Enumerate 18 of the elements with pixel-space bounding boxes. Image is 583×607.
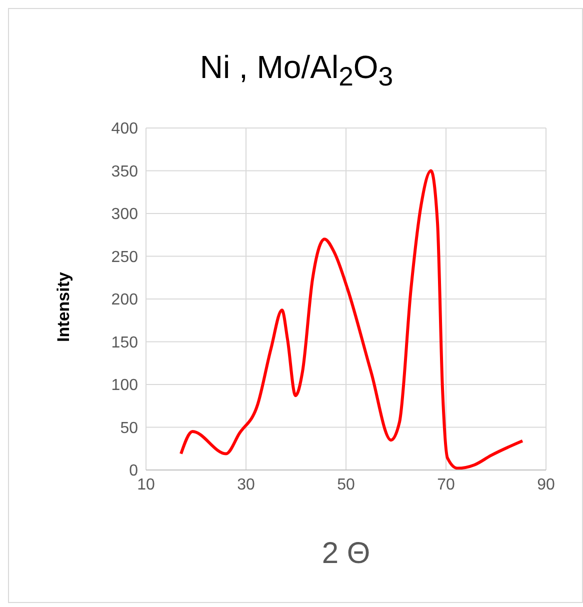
y-tick-label: 150 [111, 334, 138, 352]
y-axis-title: Intensity [54, 272, 74, 342]
x-tick-label: 50 [337, 476, 355, 494]
y-tick-label: 250 [111, 248, 138, 266]
y-tick-label: 200 [111, 292, 138, 309]
y-tick-label: 100 [111, 377, 138, 394]
line-series [180, 169, 524, 470]
y-tick-label: 50 [120, 420, 138, 437]
x-tick-label: 70 [437, 476, 455, 494]
x-tick-label: 30 [237, 476, 255, 494]
x-tick-label: 90 [537, 476, 555, 494]
x-axis-title: 2 Θ [320, 537, 372, 571]
chart-title: Ni , Mo/Al$_{2}$O$_{3}$ [198, 49, 394, 92]
y-tick-label: 400 [111, 120, 138, 138]
x-tick-label: 10 [137, 476, 155, 494]
y-tick-label: 0 [129, 462, 138, 480]
y-tick-label: 300 [111, 206, 138, 224]
y-tick-label: 350 [111, 163, 138, 180]
